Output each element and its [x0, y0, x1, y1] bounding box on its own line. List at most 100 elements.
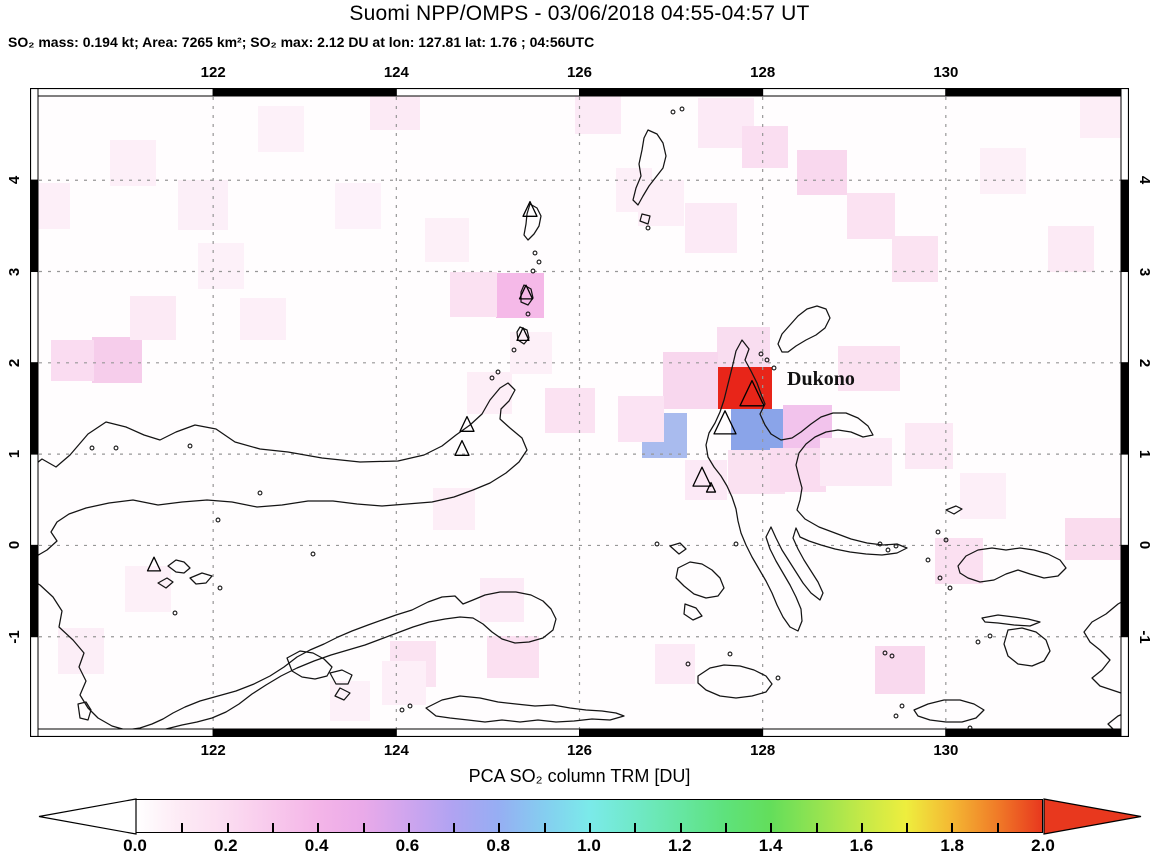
- coastline-path: [189, 572, 213, 585]
- colorbar-tick: [589, 823, 591, 832]
- map-border: [30, 88, 1129, 737]
- coastline-path: [683, 603, 703, 621]
- frame-segment-bottom: [762, 728, 947, 737]
- islet-dot: [893, 713, 899, 719]
- islet-dot: [758, 351, 764, 357]
- coastline-path: [1003, 627, 1051, 667]
- frame-segment-left: [30, 88, 39, 181]
- coastline-path: [334, 687, 351, 701]
- islet-dot: [217, 585, 223, 591]
- frame-segment-bottom: [212, 728, 397, 737]
- so2-cell: [433, 488, 475, 530]
- frame-segment-right: [1120, 636, 1129, 737]
- volcano-marker: [692, 466, 712, 487]
- so2-cell: [618, 396, 664, 442]
- coastline-path: [523, 203, 542, 241]
- coastline-path: [286, 650, 333, 680]
- islet-dot: [511, 347, 517, 353]
- frame-segment-left: [30, 636, 39, 737]
- colorbar-tick: [271, 823, 274, 832]
- lat-tick-label-right: 4: [1136, 176, 1153, 185]
- so2-stats-subtitle: SO₂ mass: 0.194 kt; Area: 7265 km²; SO₂ …: [8, 34, 595, 50]
- volcano-annotation: Dukono: [787, 368, 855, 390]
- volcano-marker: [516, 327, 530, 342]
- islet-dot: [727, 651, 733, 657]
- islet-dot: [670, 109, 676, 115]
- islet-dot: [489, 375, 495, 381]
- so2-cell: [820, 438, 892, 486]
- colorbar-tick: [317, 823, 320, 832]
- so2-cell: [240, 298, 286, 340]
- so2-cell: [655, 644, 695, 684]
- colorbar-tick: [996, 823, 999, 832]
- coastline-path: [157, 577, 174, 589]
- so2-cell: [742, 126, 788, 168]
- islet-dot: [771, 365, 777, 371]
- lat-tick-label-left: 0: [6, 541, 23, 550]
- colorbar-tick: [181, 823, 184, 832]
- lon-tick-label-top: 122: [200, 64, 226, 81]
- lon-tick-label-bottom: 126: [566, 742, 592, 759]
- so2-cell: [663, 352, 718, 409]
- colorbar-tick-label: 1.0: [577, 836, 601, 855]
- coastline-path: [697, 664, 773, 699]
- colorbar-right-arrow: [1043, 798, 1142, 835]
- frame-segment-right: [1120, 179, 1129, 273]
- so2-cell: [425, 218, 469, 262]
- so2-cell: [450, 272, 497, 317]
- islet-dot: [885, 547, 891, 553]
- volcano-marker: [518, 284, 534, 300]
- so2-cell: [1065, 518, 1129, 560]
- colorbar-title: PCA SO₂ column TRM [DU]: [468, 766, 691, 786]
- volcano-marker: [459, 415, 475, 432]
- islet-dot: [215, 517, 221, 523]
- islet-dot: [532, 250, 538, 256]
- frame-segment-left: [30, 271, 39, 364]
- lat-tick-label-left: 2: [6, 358, 23, 367]
- colorbar-tick-label: 1.6: [849, 836, 874, 855]
- so2-cell: [125, 566, 171, 612]
- coastline-path: [329, 669, 353, 685]
- colorbar-tick-label: 1.2: [667, 836, 692, 855]
- frame-segment-bottom: [578, 728, 764, 737]
- so2-cell: [330, 681, 370, 721]
- frame-segment-top: [212, 88, 397, 97]
- frame-segment-top: [30, 88, 214, 97]
- frame-segment-bottom: [30, 728, 214, 737]
- so2-cell: [980, 148, 1026, 194]
- islet-dot: [975, 639, 981, 645]
- page-title: Suomi NPP/OMPS - 03/06/2018 04:55-04:57 …: [349, 2, 810, 25]
- islet-dot: [987, 633, 993, 639]
- so2-cell: [797, 150, 847, 195]
- frame-segment-right: [1120, 544, 1129, 638]
- islet-dot: [399, 707, 405, 713]
- lat-tick-label-left: 1: [6, 449, 23, 459]
- coastline-path: [1083, 596, 1129, 698]
- so2-cell: [510, 332, 552, 374]
- lat-tick-label-right: 3: [1136, 267, 1153, 276]
- islet-dot: [645, 225, 651, 231]
- colorbar-tick-label: 0.2: [213, 836, 238, 855]
- colorbar-tick: [634, 823, 637, 832]
- islet-dot: [947, 585, 953, 591]
- colorbar-tick: [906, 823, 909, 832]
- frame-segment-left: [30, 453, 39, 546]
- lon-tick-label-top: 126: [566, 64, 592, 81]
- volcano-marker: [146, 556, 162, 572]
- islet-dot: [536, 259, 542, 265]
- colorbar-gradient: [135, 799, 1043, 833]
- coastline-path: [777, 305, 831, 353]
- so2-cell: [875, 646, 925, 694]
- so2-cell: [258, 106, 304, 152]
- so2-cell: [382, 661, 426, 705]
- so2-cell: [496, 273, 544, 318]
- frame-segment-top: [395, 88, 580, 97]
- frame-segment-bottom: [945, 728, 1129, 737]
- islet-dot: [899, 703, 905, 709]
- colorbar-tick-label: 1.4: [758, 836, 783, 855]
- lat-tick-label-left: -1: [6, 630, 23, 644]
- islet-dot: [882, 650, 888, 656]
- frame-segment-right: [1120, 453, 1129, 546]
- so2-cell: [467, 372, 512, 414]
- frame-segment-right: [1120, 271, 1129, 364]
